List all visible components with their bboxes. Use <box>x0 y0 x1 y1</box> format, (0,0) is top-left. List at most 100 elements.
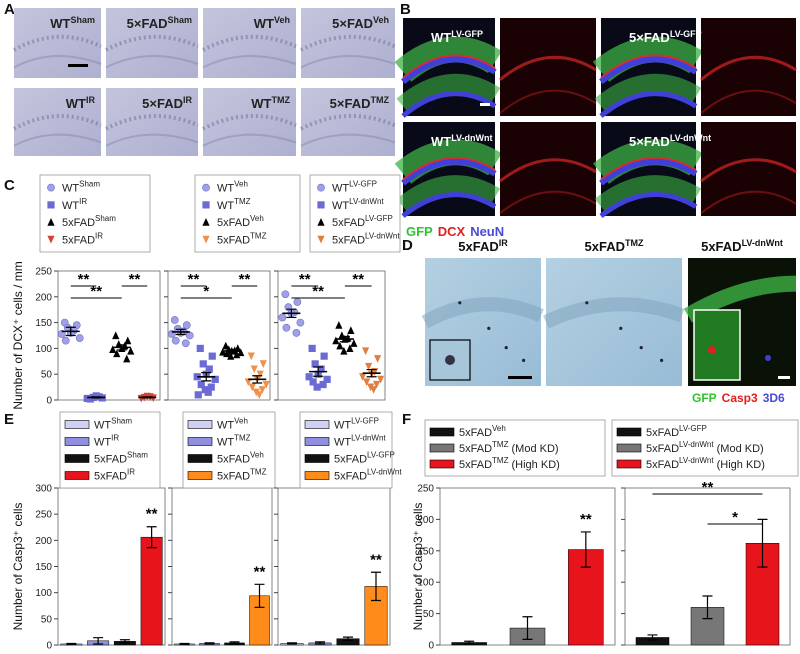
error-bar <box>522 616 533 640</box>
dot <box>370 386 378 394</box>
label: WTTMZ <box>217 434 251 449</box>
label-sup: LV-dnWnt <box>365 231 400 240</box>
label-base: 5xFAD <box>459 427 492 439</box>
legend-swatch <box>304 437 330 446</box>
label-sup: Veh <box>492 424 506 433</box>
dot <box>292 329 301 337</box>
label-base: 5×FAD <box>332 16 373 31</box>
dot <box>317 235 325 244</box>
dcx-band <box>700 158 797 183</box>
channel-name: Casp3 <box>722 391 758 405</box>
dot <box>202 183 210 192</box>
channel-name: GFP <box>406 224 433 239</box>
dot <box>244 378 252 387</box>
dot <box>182 321 191 330</box>
label: 5xFADSham <box>62 214 116 229</box>
label: WTLV-GFP <box>332 180 377 195</box>
label-base: 5xFAD <box>217 234 250 246</box>
error-bar <box>702 595 713 620</box>
label-base: WT <box>334 437 351 449</box>
label: 5xFADTMZ <box>217 468 267 483</box>
channel-name: NeuN <box>470 224 504 239</box>
dot <box>204 388 212 396</box>
label-sup: IR <box>79 197 87 206</box>
label-sup: TMZ <box>234 197 251 206</box>
error-bar <box>254 583 265 608</box>
gfp-band <box>594 175 702 215</box>
legend-box <box>194 174 301 253</box>
dot <box>115 340 123 348</box>
label-base: 5×FAD <box>629 30 670 45</box>
scale-bar <box>508 376 532 379</box>
significance: ** <box>188 271 200 288</box>
dot <box>194 391 202 399</box>
dcx-band <box>402 156 496 181</box>
significance: * <box>203 283 209 300</box>
label-base: 5xFAD <box>646 427 679 439</box>
dot <box>319 380 327 389</box>
tissue-band <box>300 55 396 69</box>
error-bar <box>65 326 76 337</box>
significance: ** <box>370 551 382 568</box>
tissue-band <box>543 297 685 329</box>
significance: ** <box>299 271 311 288</box>
error-bar <box>146 526 157 549</box>
label-base: 5xFAD <box>646 459 679 471</box>
error-bar <box>313 366 324 377</box>
label: WTTMZ <box>217 197 251 212</box>
label-base: WT <box>334 420 351 432</box>
y-tick-label: 250 <box>35 510 52 521</box>
micrograph <box>701 122 796 216</box>
label-base: 5×FAD <box>629 134 670 149</box>
label: 5xFADIR <box>62 231 103 246</box>
error-bar <box>142 396 153 399</box>
dot <box>313 383 321 391</box>
y-tick-label: 250 <box>417 484 434 495</box>
label: WTVeh <box>254 15 290 31</box>
legend-swatch <box>187 454 213 463</box>
micrograph <box>546 258 682 386</box>
label-base: 5xFAD <box>94 471 127 483</box>
dot <box>262 380 270 389</box>
label-sup: LV-GFP <box>451 29 483 39</box>
tissue-band <box>13 133 102 147</box>
channel-name: DCX <box>438 224 466 239</box>
dcx-band <box>700 55 797 81</box>
scale-bar <box>68 64 88 67</box>
dot <box>377 375 385 384</box>
label: 5xFADLV-GFP <box>332 214 393 229</box>
label: 5xFADTMZ (Mod KD) <box>459 440 559 455</box>
label-base: 5xFAD <box>459 459 492 471</box>
label-base: WT <box>50 16 70 31</box>
label-sup: Veh <box>234 180 248 189</box>
error-bar <box>647 634 658 641</box>
dcx-band <box>499 89 597 114</box>
legend-swatch <box>304 420 330 429</box>
tissue-band <box>13 34 102 52</box>
cell <box>619 326 623 330</box>
error-bar <box>315 641 325 645</box>
micrograph <box>500 18 596 116</box>
gfp-band <box>594 73 702 115</box>
label: 5×FADLV-dnWnt <box>629 133 711 149</box>
y-tick-label: 150 <box>35 318 52 329</box>
label: WTIR <box>62 197 87 212</box>
dcx-band <box>499 158 597 183</box>
label-sup: Veh <box>373 15 389 25</box>
dot <box>317 218 325 226</box>
label-sup: LV-GFP <box>365 214 393 223</box>
label-base: 5xFAD <box>459 443 492 455</box>
label-base: 5xFAD <box>94 454 127 466</box>
dot <box>347 326 355 334</box>
label: WTLV-dnWnt <box>334 434 386 449</box>
label-base: WT <box>94 437 111 449</box>
significance: ** <box>352 271 364 288</box>
y-axis-label: Number of Casp3⁺ cells <box>11 503 25 631</box>
label-suffix: (Mod KD) <box>508 443 558 455</box>
tissue-band <box>202 55 297 69</box>
error-bar <box>286 308 297 319</box>
gfp-band <box>592 36 703 83</box>
tissue-band <box>105 55 199 69</box>
significance: ** <box>146 506 158 523</box>
